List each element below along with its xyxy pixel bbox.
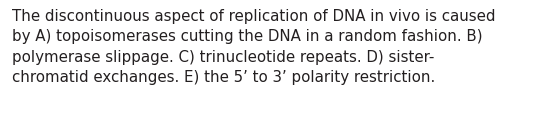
Text: The discontinuous aspect of replication of DNA in vivo is caused
by A) topoisome: The discontinuous aspect of replication … [12,9,496,85]
